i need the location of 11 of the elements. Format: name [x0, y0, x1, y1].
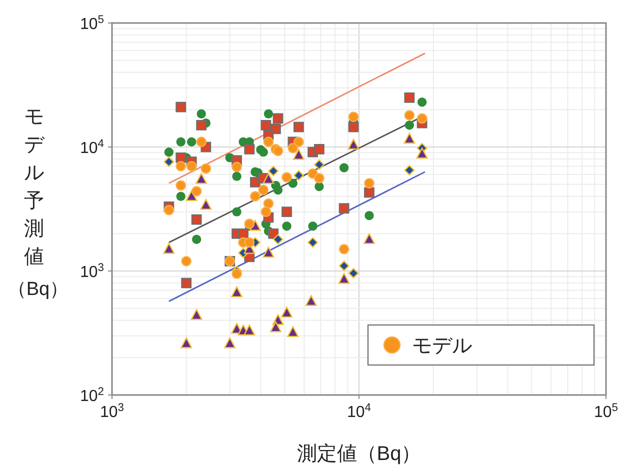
x-tick-label: 10$^{5}$	[594, 402, 618, 421]
x-tick-label: 10$^{3}$	[100, 402, 124, 421]
ylabel: モデル予測値（Bq）	[7, 106, 69, 300]
y-tick-label: 10$^{2}$	[80, 386, 104, 405]
y-tick-label: 10$^{4}$	[80, 138, 104, 157]
x-tick-label: 10$^{4}$	[346, 402, 372, 421]
legend: モデル	[367, 324, 595, 366]
legend-label: モデル	[412, 335, 472, 357]
y-tick-label: 10$^{5}$	[80, 14, 104, 33]
y-tick-label: 10$^{3}$	[80, 262, 104, 281]
x-axis-title: 測定値（Bq）	[296, 443, 422, 465]
